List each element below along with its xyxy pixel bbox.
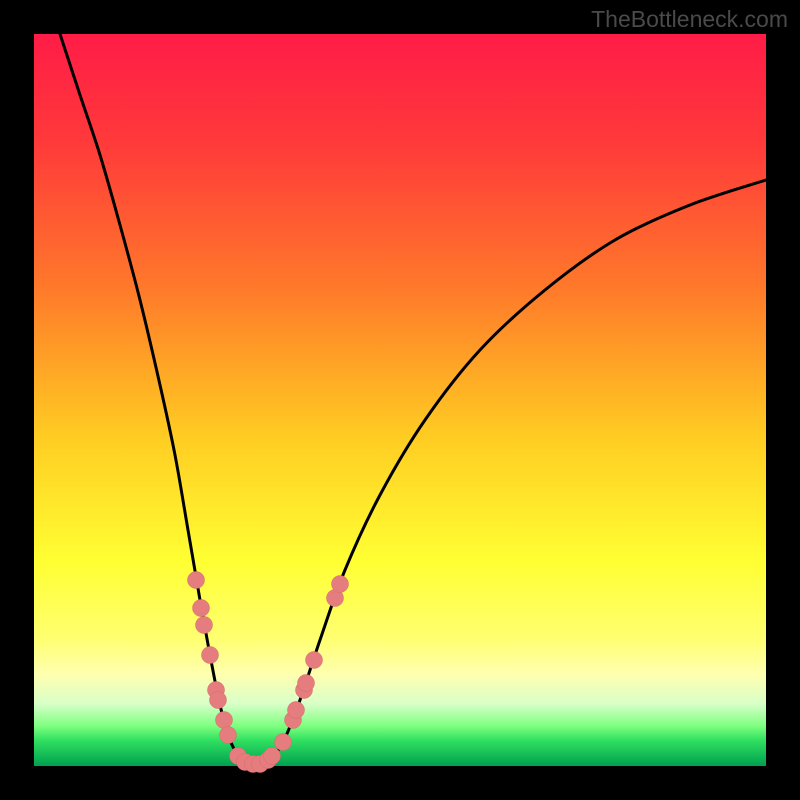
chart-svg bbox=[0, 0, 800, 800]
scatter-point bbox=[202, 647, 219, 664]
scatter-point bbox=[298, 675, 315, 692]
scatter-point bbox=[332, 576, 349, 593]
watermark-text: TheBottleneck.com bbox=[591, 6, 788, 33]
scatter-point bbox=[306, 652, 323, 669]
scatter-point bbox=[220, 727, 237, 744]
scatter-point bbox=[216, 712, 233, 729]
scatter-point bbox=[275, 734, 292, 751]
scatter-point bbox=[288, 702, 305, 719]
scatter-point bbox=[188, 572, 205, 589]
plot-background bbox=[34, 34, 766, 766]
scatter-point bbox=[210, 692, 227, 709]
scatter-point bbox=[264, 748, 281, 765]
bottleneck-chart: TheBottleneck.com bbox=[0, 0, 800, 800]
scatter-point bbox=[193, 600, 210, 617]
scatter-point bbox=[196, 617, 213, 634]
